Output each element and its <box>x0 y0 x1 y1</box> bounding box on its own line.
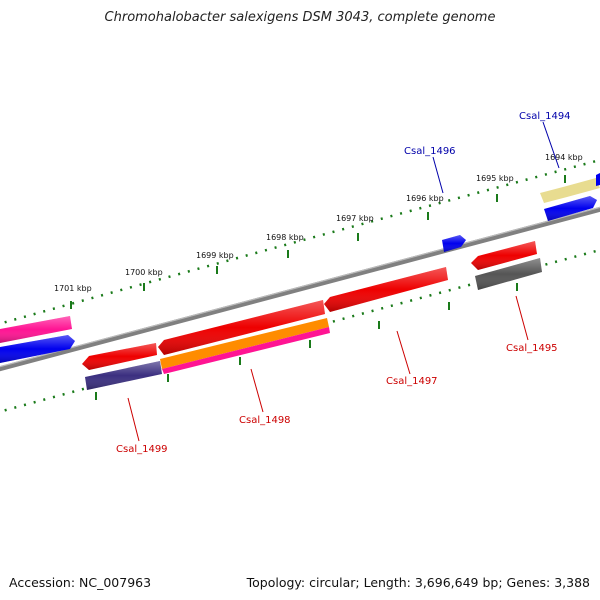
gene-label-csal-1496[interactable]: Csal_1496 <box>404 146 456 157</box>
inner-major-ticks <box>95 283 518 400</box>
scale-label-1697: 1697 kbp <box>336 214 374 223</box>
scale-label-1696: 1696 kbp <box>406 194 444 203</box>
gene-label-leaders <box>127 121 560 442</box>
gene-arrow-left-blue[interactable] <box>0 335 75 363</box>
topology-info: Topology: circular; Length: 3,696,649 bp… <box>246 575 590 590</box>
gene-label-csal-1494[interactable]: Csal_1494 <box>519 111 571 122</box>
gene-arrow-csal-1497[interactable] <box>324 267 448 312</box>
gene-arrow-csal-1494[interactable] <box>540 178 600 203</box>
gene-arrow-csal-1496[interactable] <box>442 235 466 252</box>
gene-label-csal-1497[interactable]: Csal_1497 <box>386 376 438 387</box>
scale-label-1700: 1700 kbp <box>125 268 163 277</box>
accession-text: Accession: NC_007963 <box>9 575 152 590</box>
scale-label-1694: 1694 kbp <box>545 153 583 162</box>
gene-label-csal-1499[interactable]: Csal_1499 <box>116 444 168 455</box>
scale-label-1698: 1698 kbp <box>266 233 304 242</box>
scale-label-1701: 1701 kbp <box>54 284 92 293</box>
genome-backbone <box>0 206 600 372</box>
gene-label-csal-1495[interactable]: Csal_1495 <box>506 343 558 354</box>
gene-arrow-edge[interactable] <box>596 173 600 186</box>
gene-arrow-csal-1498-cds[interactable] <box>160 318 330 374</box>
scale-label-1695: 1695 kbp <box>476 174 514 183</box>
genome-title: Chromohalobacter salexigens DSM 3043, co… <box>104 10 496 25</box>
gene-arrow-csal-1499[interactable] <box>82 343 157 370</box>
gene-label-csal-1498[interactable]: Csal_1498 <box>239 415 291 426</box>
gene-arrow-csal-1494-cds[interactable] <box>544 196 597 221</box>
gene-arrow-csal-1498[interactable] <box>158 300 325 355</box>
gene-arrow-csal-1499-cds[interactable] <box>85 361 162 390</box>
outer-major-ticks <box>70 175 566 309</box>
scale-label-1699: 1699 kbp <box>196 251 234 260</box>
gene-arrow-csal-1495-cds[interactable] <box>475 258 542 290</box>
gene-arrow-left-pink[interactable] <box>0 316 72 343</box>
gene-arrow-csal-1495[interactable] <box>471 241 537 270</box>
outer-tick-track <box>0 158 600 325</box>
